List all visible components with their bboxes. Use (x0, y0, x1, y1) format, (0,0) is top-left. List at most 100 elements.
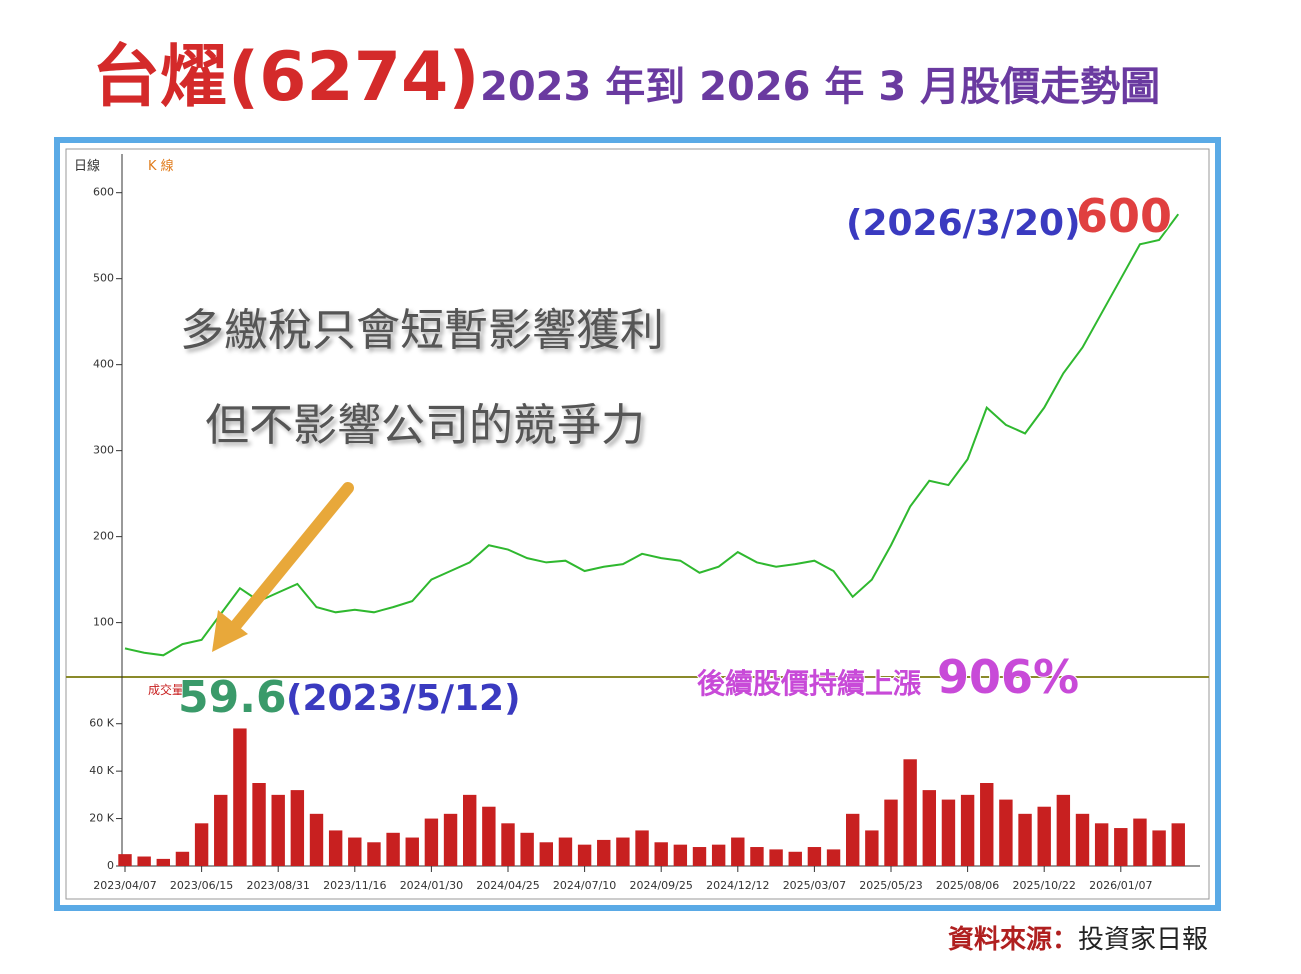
price-line (124, 213, 1180, 657)
x-tick-label: 2025/10/22 (1012, 879, 1075, 892)
volume-bar (405, 837, 419, 866)
low-value: 59.6 (178, 672, 287, 723)
volume-bar (443, 813, 458, 866)
volume-bar (424, 818, 439, 866)
legend-volume: 成交量 (148, 682, 184, 697)
volume-bar (769, 849, 783, 866)
gain-value: 906% (937, 650, 1079, 704)
v-tick-label: 60 K (89, 717, 114, 730)
volume-bar (731, 837, 745, 866)
volume-bar (903, 759, 917, 866)
volume-bar (616, 837, 630, 866)
y-tick-label: 300 (93, 444, 114, 457)
gain-text: 後續股價持續上漲 (697, 667, 922, 700)
y-tick-label: 600 (93, 186, 114, 199)
volume-bar (960, 794, 975, 866)
volume-bar (865, 830, 879, 866)
v-tick-label: 40 K (89, 764, 114, 777)
volume-bar (711, 844, 726, 866)
subtitle: 2023 年到 2026 年 3 月股價走勢圖 (480, 64, 1160, 110)
volume-bar (884, 799, 898, 866)
v-tick-label: 0 (107, 859, 114, 872)
volume-bar (233, 728, 247, 866)
x-tick-label: 2023/06/15 (170, 879, 233, 892)
volume-bar (941, 799, 956, 866)
source-name: 投資家日報 (1078, 925, 1208, 955)
x-tick-label: 2023/04/07 (93, 879, 156, 892)
x-tick-label: 2024/07/10 (553, 879, 616, 892)
y-tick-label: 200 (93, 530, 114, 543)
volume-bar (290, 790, 305, 866)
y-tick-label: 500 (93, 272, 114, 285)
y-tick-label: 100 (93, 616, 114, 629)
volume-bar (118, 854, 132, 866)
volume-bar (1152, 830, 1166, 866)
high-value: 600 (1076, 189, 1172, 243)
volume-bar (654, 842, 668, 866)
volume-bar (1094, 823, 1109, 866)
chart-area (65, 148, 1210, 900)
volume-bar (386, 832, 400, 866)
volume-bar (214, 794, 228, 866)
volume-bar (520, 832, 534, 866)
volume-bar (980, 783, 994, 866)
y-tick-label: 400 (93, 358, 114, 371)
source-label: 資料來源： (948, 925, 1078, 955)
volume-bar (692, 847, 707, 866)
volume-bar (501, 823, 515, 866)
volume-bar (482, 806, 496, 866)
arrow (226, 482, 354, 636)
volume-bar (156, 858, 171, 866)
x-tick-label: 2026/01/07 (1089, 879, 1152, 892)
volume-bar (252, 783, 266, 866)
x-tick-label: 2024/09/25 (629, 879, 692, 892)
x-tick-label: 2025/05/23 (859, 879, 922, 892)
volume-bar (597, 839, 611, 866)
volume-bar (922, 790, 937, 866)
volume-bar (845, 813, 860, 866)
x-tick-label: 2025/08/06 (936, 879, 999, 892)
volume-bar (539, 842, 554, 866)
low-date: (2023/5/12) (286, 678, 521, 719)
x-tick-label: 2024/01/30 (400, 879, 463, 892)
volume-bar (635, 830, 649, 866)
x-tick-label: 2024/12/12 (706, 879, 769, 892)
volume-bar (1037, 806, 1051, 866)
volume-bar (175, 851, 190, 866)
volume-bar (1018, 813, 1032, 866)
note: 但不影響公司的競爭力 (205, 400, 645, 451)
volume-bar (328, 830, 343, 866)
x-tick-label: 2025/03/07 (783, 879, 846, 892)
volume-bar (1056, 794, 1071, 866)
title: 台燿(6274) (92, 38, 479, 117)
note: 多繳稅只會短暫影響獲利 (180, 305, 664, 356)
x-tick-label: 2024/04/25 (476, 879, 539, 892)
volume-bar (137, 856, 151, 866)
volume-bar (673, 844, 688, 866)
x-tick-label: 2023/11/16 (323, 879, 386, 892)
volume-bar (367, 842, 381, 866)
volume-bar (558, 837, 573, 866)
high-date: (2026/3/20) (846, 203, 1081, 244)
volume-bar (750, 847, 764, 866)
legend-series: K 線 (148, 158, 174, 174)
arrow-head (212, 610, 248, 652)
volume-bar (271, 794, 285, 866)
volume-bar (788, 851, 802, 866)
volume-bar (1114, 828, 1128, 866)
volume-bar (999, 799, 1013, 866)
volume-bar (577, 844, 592, 866)
volume-bar (1133, 818, 1147, 866)
volume-bar (1171, 823, 1185, 866)
volume-bar (1075, 813, 1090, 866)
volume-bar (348, 837, 362, 866)
v-tick-label: 20 K (89, 812, 114, 825)
legend-panel: 日線 (74, 158, 100, 174)
volume-bar (309, 813, 324, 866)
volume-bar (826, 849, 841, 866)
volume-bar (194, 823, 209, 866)
volume-bar (807, 847, 822, 866)
volume-bar (462, 794, 477, 866)
x-tick-label: 2023/08/31 (246, 879, 309, 892)
